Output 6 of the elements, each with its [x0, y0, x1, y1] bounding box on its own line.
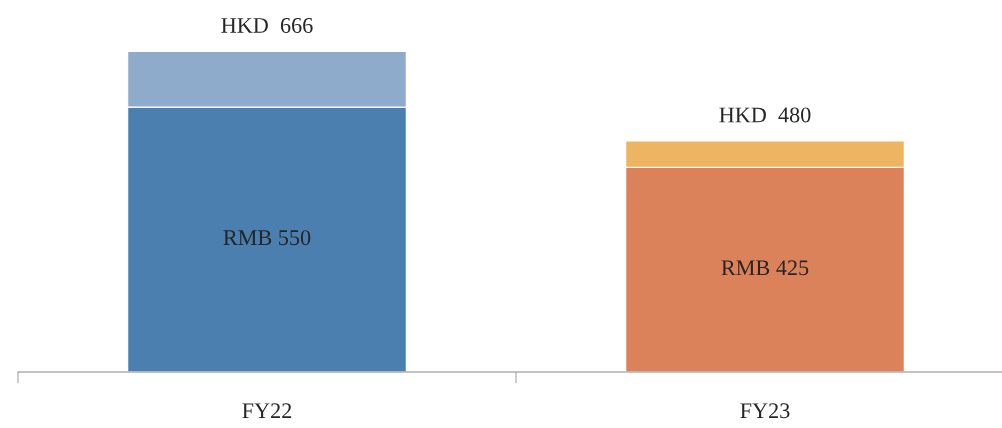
x-tick-label: FY22	[242, 403, 292, 418]
total-label: HKD 666	[221, 17, 313, 33]
data-label: RMB 425	[721, 260, 809, 276]
total-label: HKD 480	[719, 107, 811, 123]
data-label: RMB 550	[223, 230, 311, 246]
x-tick-label: FY23	[740, 403, 790, 419]
